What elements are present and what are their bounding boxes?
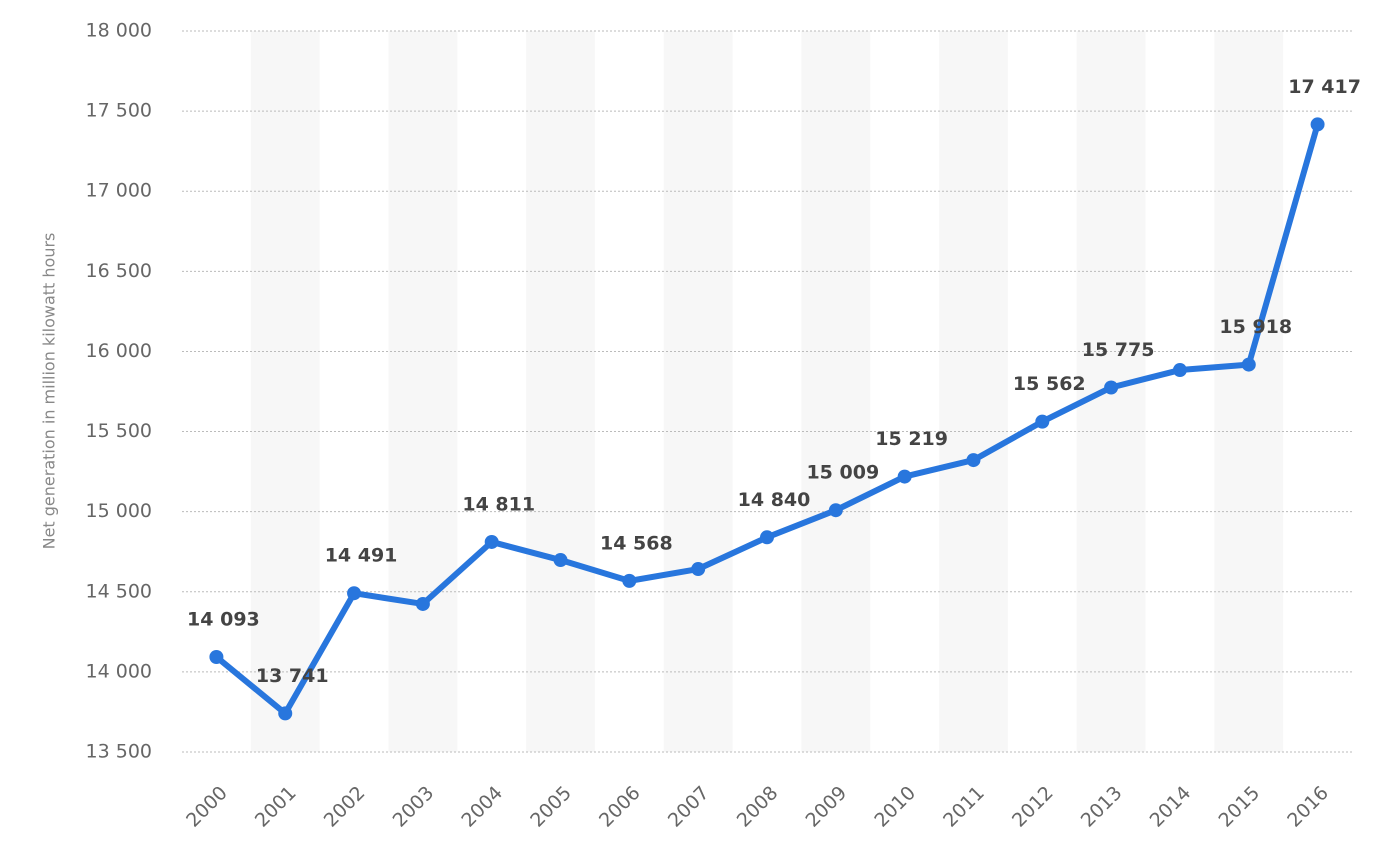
y-tick-label: 13 500 [86, 741, 152, 763]
point [347, 586, 362, 601]
x-tick-label: 2005 [526, 782, 576, 832]
x-tick-label: 2009 [801, 782, 851, 832]
x-tick-label: 2011 [939, 782, 989, 832]
point [484, 534, 499, 549]
point [1172, 363, 1187, 378]
y-tick-label: 17 000 [86, 180, 152, 202]
x-tick-label: 2004 [457, 782, 507, 832]
x-tick-label: 2010 [870, 782, 920, 832]
value-label: 15 562 [1013, 373, 1086, 395]
band [250, 31, 320, 752]
band [388, 31, 458, 752]
x-tick-label: 2008 [733, 782, 783, 832]
point [828, 503, 843, 518]
value-label: 17 417 [1288, 76, 1361, 98]
y-tick-label: 14 000 [86, 660, 152, 682]
y-tick-label: 15 500 [86, 420, 152, 442]
value-label: 15 009 [806, 462, 879, 484]
x-tick-label: 2016 [1283, 782, 1333, 832]
point [415, 596, 430, 611]
value-label: 15 219 [875, 428, 948, 450]
x-tick-label: 2014 [1146, 782, 1196, 832]
x-tick-label: 2000 [182, 782, 232, 832]
value-label: 15 918 [1219, 316, 1292, 338]
value-label: 14 093 [187, 608, 260, 630]
y-axis-label: Net generation in million kilowatt hours [40, 233, 59, 550]
point [760, 530, 774, 545]
x-tick-label: 2002 [320, 782, 370, 832]
band [801, 31, 871, 752]
value-label: 14 840 [738, 489, 811, 511]
point [1104, 380, 1119, 395]
point [1241, 357, 1256, 372]
x-tick-label: 2013 [1077, 782, 1127, 832]
x-tick-label: 2007 [664, 782, 714, 832]
value-label: 14 568 [600, 532, 673, 554]
value-label: 14 491 [325, 545, 398, 567]
band [663, 31, 733, 752]
x-tick-label: 2001 [251, 782, 301, 832]
point [209, 649, 224, 664]
point [966, 453, 981, 468]
value-label: 14 811 [462, 493, 535, 515]
y-tick-label: 15 000 [86, 500, 152, 522]
point [622, 573, 637, 588]
x-tick-label: 2003 [389, 782, 439, 832]
band [526, 31, 595, 752]
band [1214, 31, 1284, 752]
point [278, 706, 293, 721]
x-tick-label: 2006 [595, 782, 645, 832]
x-tick-label: 2015 [1214, 782, 1264, 832]
y-tick-label: 18 000 [86, 20, 152, 42]
value-label: 13 741 [256, 665, 329, 687]
point [897, 469, 912, 484]
band [939, 31, 1008, 752]
point [1035, 414, 1050, 429]
line [214, 123, 1321, 717]
point [691, 562, 706, 577]
value-label: 15 775 [1082, 339, 1155, 361]
y-tick-label: 16 000 [86, 340, 152, 362]
y-tick-label: 14 500 [86, 580, 152, 602]
point [1310, 117, 1325, 132]
y-tick-label: 17 500 [86, 100, 152, 122]
point [553, 553, 568, 568]
y-tick-label: 16 500 [86, 260, 152, 282]
x-tick-label: 2012 [1008, 782, 1058, 832]
